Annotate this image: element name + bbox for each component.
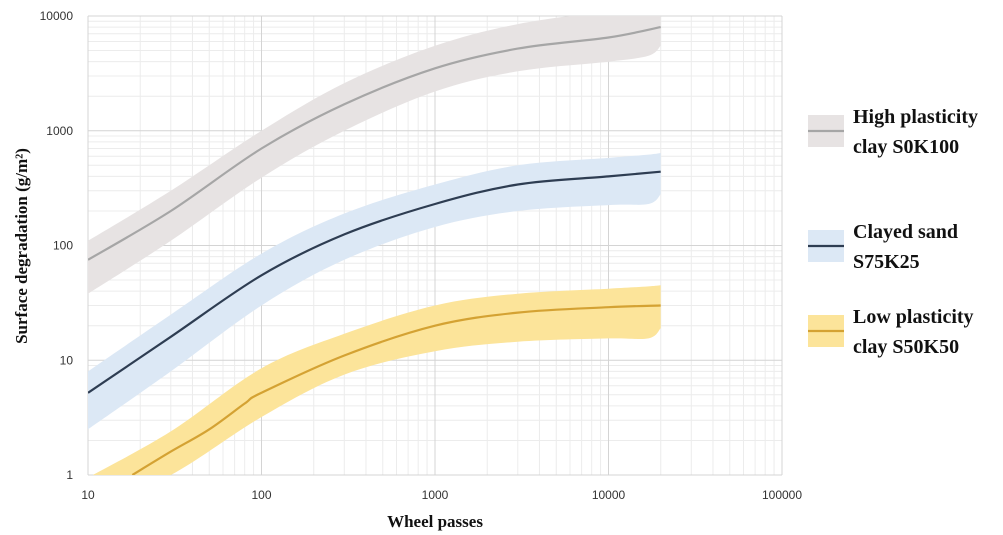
legend-label-2: Clayed sand bbox=[853, 221, 958, 243]
y-tick-label: 100 bbox=[53, 239, 73, 253]
y-axis-ticks: 1 10 100 1000 10000 bbox=[40, 9, 74, 482]
x-axis-title: Wheel passes bbox=[387, 512, 483, 531]
error-band-3 bbox=[92, 285, 661, 475]
y-tick-label: 10000 bbox=[40, 9, 74, 23]
error-band-2 bbox=[88, 153, 661, 430]
x-tick-label: 10000 bbox=[592, 488, 626, 502]
series-lines bbox=[88, 26, 661, 475]
series-line-2 bbox=[88, 170, 661, 394]
error-bands bbox=[88, 16, 661, 475]
x-tick-label: 10 bbox=[81, 488, 95, 502]
series-line-1 bbox=[88, 26, 661, 261]
series-line-3 bbox=[131, 304, 661, 475]
legend-label-3: clay S50K50 bbox=[853, 336, 959, 358]
legend-label-2: S75K25 bbox=[853, 251, 920, 273]
x-tick-label: 100 bbox=[251, 488, 271, 502]
error-band-1 bbox=[88, 16, 661, 294]
x-tick-label: 100000 bbox=[762, 488, 802, 502]
x-tick-label: 1000 bbox=[422, 488, 449, 502]
y-axis-title: Surface degradation (g/m²) bbox=[12, 148, 31, 344]
legend: High plasticity clay S0K100 Clayed sand S75… bbox=[808, 106, 978, 358]
y-tick-label: 1 bbox=[66, 468, 73, 482]
y-tick-label: 10 bbox=[60, 353, 74, 367]
legend-label-1: clay S0K100 bbox=[853, 136, 959, 158]
legend-label-3: Low plasticity bbox=[853, 306, 974, 328]
y-tick-label: 1000 bbox=[46, 124, 73, 138]
legend-label-1: High plasticity bbox=[853, 106, 978, 128]
x-axis-ticks: 10 100 1000 10000 100000 bbox=[81, 488, 802, 502]
